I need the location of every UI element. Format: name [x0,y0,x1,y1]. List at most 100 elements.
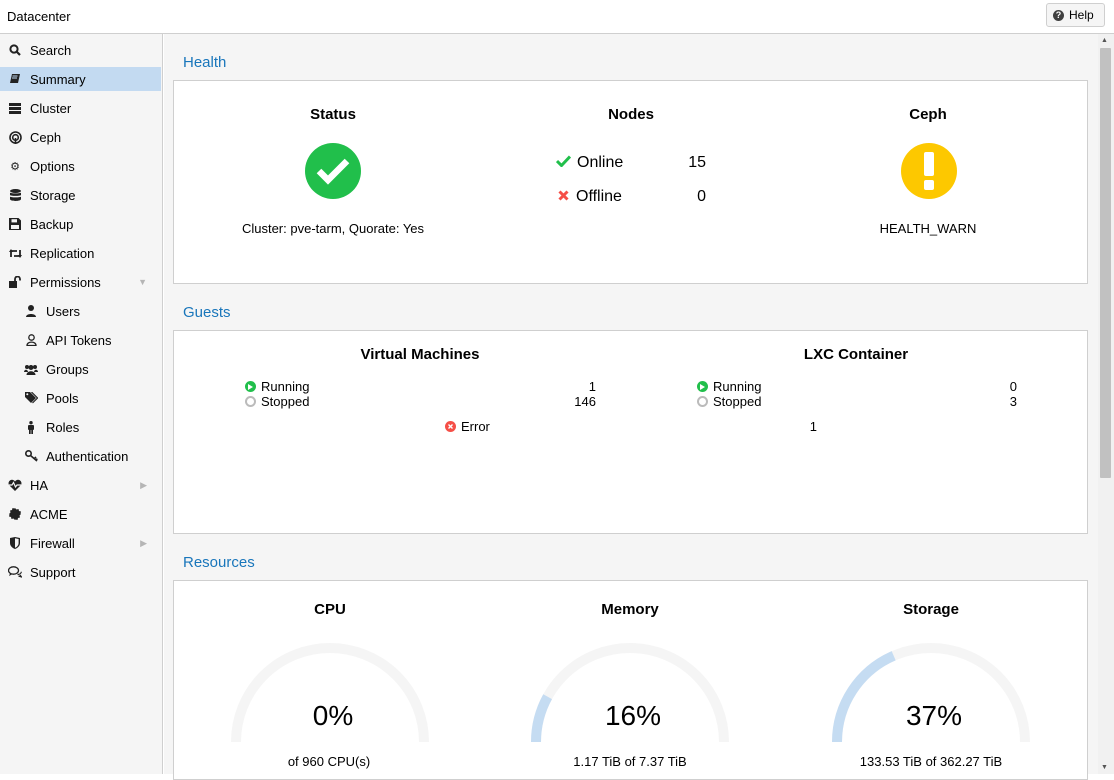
memory-percent: 16% [604,700,662,731]
sidebar-item-label: Cluster [30,100,72,116]
sidebar-item-permissions[interactable]: Permissions ▼ [0,270,161,294]
page-title: Datacenter [7,9,71,24]
sidebar-item-authentication[interactable]: Authentication [0,444,161,468]
sidebar-item-cluster[interactable]: Cluster [0,96,161,120]
sidebar-item-label: Pools [46,390,79,406]
storage-title: Storage [903,601,959,618]
ceph-icon [8,130,22,144]
male-icon [24,420,38,434]
sidebar-item-ceph[interactable]: Ceph [0,125,161,149]
cluster-status-text: Cluster: pve-tarm, Quorate: Yes [241,221,425,236]
play-circle-icon [697,381,708,392]
sidebar-item-label: Groups [46,361,89,377]
offline-label: Offline [576,188,622,205]
sidebar-item-label: ACME [30,506,68,522]
sidebar-item-label: Authentication [46,448,129,464]
sidebar-item-label: Backup [30,216,74,232]
sidebar-item-label: Search [30,42,72,58]
sidebar-item-api-tokens[interactable]: API Tokens [0,328,161,352]
lxc-stopped-row: Stopped [697,394,761,409]
gauge-fill [531,694,553,743]
help-button-label: Help [1069,8,1094,22]
sidebar-item-ha[interactable]: HA ▶ [0,473,161,497]
certificate-icon [8,507,22,521]
sidebar: Search Summary Cluster Ceph ⚙ Options St… [0,34,163,774]
chevron-down-icon[interactable]: ▼ [138,277,147,287]
user-outline-icon [24,333,38,347]
sidebar-item-replication[interactable]: Replication [0,241,161,265]
memory-title: Memory [601,601,659,618]
users-icon [24,362,38,376]
ceph-health-status: HEALTH_WARN [879,221,977,236]
vm-error-label: Error [461,419,490,434]
sidebar-item-search[interactable]: Search [0,38,161,62]
vm-running-label: Running [261,379,310,394]
database-icon [8,188,22,202]
tags-icon [24,391,38,405]
book-icon [8,72,22,86]
memory-usage: 1.17 TiB of 7.37 TiB [573,754,687,769]
status-title: Status [310,106,356,123]
lxc-running-row: Running [697,379,761,394]
sidebar-item-label: Firewall [30,535,75,551]
sidebar-item-label: HA [30,477,49,493]
vm-title: Virtual Machines [360,346,480,363]
sidebar-item-label: Permissions [30,274,101,290]
sidebar-item-label: Storage [30,187,76,203]
lxc-running-label: Running [713,379,762,394]
gear-icon: ⚙ [10,160,20,173]
sidebar-item-acme[interactable]: ACME [0,502,161,526]
lxc-title: LXC Container [803,346,909,363]
scrollbar-thumb[interactable] [1100,48,1111,478]
unlock-icon [8,275,22,289]
guests-panel-header: Guests [174,294,1088,330]
memory-gauge [531,643,729,743]
sidebar-item-backup[interactable]: Backup [0,212,161,236]
scroll-down-arrow-icon[interactable]: ▼ [1101,764,1108,771]
sidebar-item-groups[interactable]: Groups [0,357,161,381]
sidebar-item-label: Options [30,158,75,174]
online-count: 15 [688,154,706,171]
storage-percent: 37% [905,700,963,731]
offline-count: 0 [697,188,706,205]
vm-running-row: Running [245,379,309,394]
vertical-scrollbar[interactable]: ▲ ▼ [1098,34,1114,774]
resources-panel [173,580,1088,780]
vm-error-row: Error [445,419,490,434]
times-circle-icon [445,421,456,432]
lxc-running-count: 0 [1009,379,1017,394]
guests-panel [173,330,1088,534]
health-panel-header: Health [174,44,1088,80]
nodes-title: Nodes [608,106,654,123]
cpu-total: of 960 CPU(s) [287,754,371,769]
search-icon [8,43,22,57]
vm-stopped-row: Stopped [245,394,309,409]
sidebar-item-support[interactable]: Support [0,560,161,584]
gauge-track [231,643,429,743]
chevron-right-icon[interactable]: ▶ [140,537,147,548]
sidebar-item-users[interactable]: Users [0,299,161,323]
online-label: Online [577,154,624,171]
storage-gauge [832,643,1030,743]
resources-panel-header: Resources [174,544,1088,580]
sidebar-item-label: Ceph [30,129,62,145]
sidebar-item-roles[interactable]: Roles [0,415,161,439]
retweet-icon [8,246,22,260]
nodes-offline-row: Offline [558,188,622,206]
shield-icon [8,536,22,550]
floppy-icon [8,217,22,231]
sidebar-item-firewall[interactable]: Firewall ▶ [0,531,161,555]
check-circle-icon [305,143,361,199]
comments-icon [8,565,22,579]
stop-circle-icon [697,396,708,407]
chevron-right-icon[interactable]: ▶ [140,479,147,490]
sidebar-item-label: Replication [30,245,95,261]
sidebar-item-options[interactable]: ⚙ Options [0,154,161,178]
sidebar-item-summary[interactable]: Summary [0,67,161,91]
sidebar-item-storage[interactable]: Storage [0,183,161,207]
server-icon [8,101,22,115]
sidebar-item-pools[interactable]: Pools [0,386,161,410]
help-button[interactable]: ? Help [1046,3,1105,27]
scroll-up-arrow-icon[interactable]: ▲ [1101,37,1108,44]
check-icon [555,154,572,172]
